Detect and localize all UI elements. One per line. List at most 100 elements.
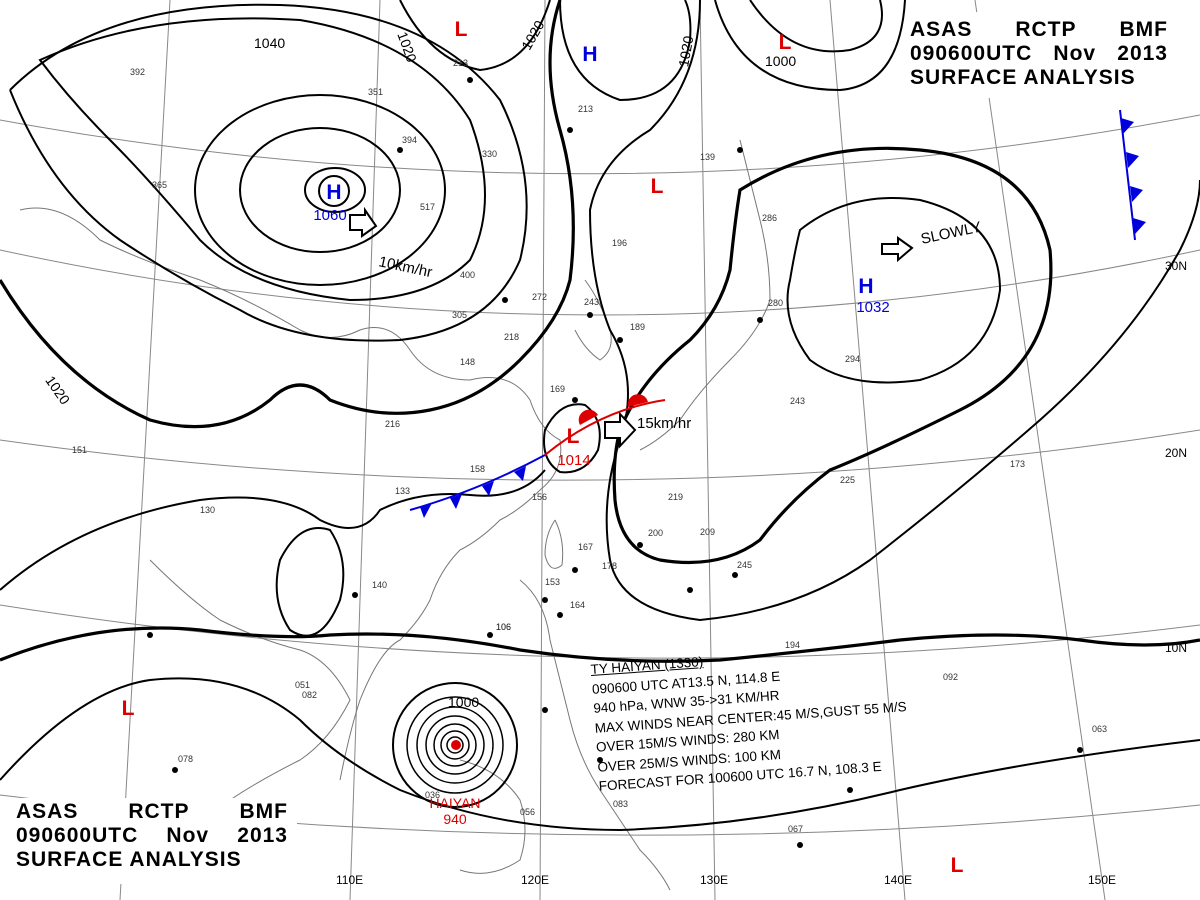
lon-label-110e: 110E (336, 873, 363, 887)
station-dot (397, 147, 403, 153)
station-value: 200 (648, 528, 663, 538)
isobar-label-1000-ty: 1000 (448, 694, 479, 710)
isobar-mid-south (0, 469, 546, 591)
station-value: 400 (460, 270, 475, 280)
high-1032-value: 1032 (856, 299, 889, 316)
isobar-label-1020-c: 1020 (675, 34, 696, 68)
meridian-150e (974, 0, 1106, 900)
isobar-1040 (38, 17, 486, 302)
station-value: 067 (788, 824, 803, 834)
coast-philippines (519, 579, 671, 891)
station-value: 194 (785, 640, 800, 650)
station-value: 351 (368, 87, 383, 97)
station-value: 213 (453, 58, 468, 68)
typhoon-isobar-3 (416, 706, 494, 784)
header-year: 2013 (237, 824, 288, 847)
header-station: RCTP (1015, 18, 1077, 41)
station-value: 056 (520, 807, 535, 817)
isobars (0, 0, 1200, 832)
cold-front-ne-line (1119, 109, 1136, 241)
lon-label-150e: 150E (1088, 873, 1116, 887)
cold-front-barb-1 (420, 503, 432, 518)
station-dot (542, 707, 548, 713)
station-value: 063 (1092, 724, 1107, 734)
isobar-1020-west (0, 0, 575, 429)
station-dot (737, 147, 743, 153)
station-value: 189 (630, 322, 645, 332)
lon-label-120e: 120E (521, 873, 549, 887)
lon-label-140e: 140E (884, 873, 912, 887)
station-value: 365 (152, 180, 167, 190)
station-value: 167 (578, 542, 593, 552)
header-code: BMF (239, 800, 288, 823)
station-value: 216 (385, 419, 400, 429)
typhoon-pressure: 940 (443, 811, 467, 827)
typhoon-info-block: TY HAIYAN (1330) 090600 UTC AT13.5 N, 11… (590, 638, 911, 796)
coord-labels: 30N 20N 10N 110E 120E 130E 140E 150E (336, 259, 1187, 887)
pressure-centers: H 1060 H H 1032 L 1014 L L L L L HAIYAN … (122, 18, 964, 877)
station-value: 148 (460, 357, 475, 367)
header-datetime: 090600UTC (16, 824, 139, 847)
station-value: 082 (302, 690, 317, 700)
isobar-1020-ne (559, 0, 692, 102)
lat-label-10n: 10N (1165, 641, 1187, 655)
isobar-high-2 (239, 127, 401, 253)
motion-label-low-1014: 15km/hr (637, 415, 691, 432)
station-value: 106 (496, 622, 511, 632)
high-1060-value: 1060 (313, 207, 346, 224)
coast-china (19, 207, 562, 781)
station-dot (502, 297, 508, 303)
station-dot (352, 592, 358, 598)
header-bottom-left: ASAS RCTP BMF 090600UTC Nov 2013 SURFACE… (16, 800, 288, 872)
isobar-label-1000-top: 1000 (765, 53, 796, 69)
header-agency: ASAS (16, 800, 79, 823)
high-1060-ring (318, 175, 350, 207)
typhoon-symbol (451, 740, 461, 750)
station-value: 178 (602, 561, 617, 571)
isobar-south-loop (275, 527, 345, 637)
typhoon-center (451, 740, 461, 750)
header-year: 2013 (1117, 42, 1168, 65)
station-dot (687, 587, 693, 593)
station-value: 394 (402, 135, 417, 145)
coast-taiwan (544, 519, 564, 569)
header-top-backing (905, 12, 1185, 98)
cold-front-ne-barb-1 (1121, 118, 1134, 134)
isobar-1020-north (399, 0, 551, 72)
header-bottom-backing (12, 798, 297, 884)
isobar-high-inner (304, 167, 366, 213)
cold-front-barb-4 (514, 466, 526, 481)
station-value: 218 (504, 332, 519, 342)
high-1060-symbol: H (326, 181, 341, 204)
header-month: Nov (166, 824, 210, 847)
header-month: Nov (1053, 42, 1097, 65)
parallel-20n (0, 429, 1200, 481)
isobar-low-1014 (543, 403, 601, 474)
station-value: 305 (452, 310, 467, 320)
station-value: 243 (790, 396, 805, 406)
header-station: RCTP (128, 800, 190, 823)
header-title: SURFACE ANALYSIS (910, 66, 1136, 89)
station-value: 245 (737, 560, 752, 570)
station-dot (542, 597, 548, 603)
station-value: 517 (420, 202, 435, 212)
header-code: BMF (1119, 18, 1168, 41)
station-value: 153 (545, 577, 560, 587)
typhoon-isobar-6 (440, 730, 470, 760)
header-top-right: ASAS RCTP BMF 090600UTC Nov 2013 SURFACE… (910, 18, 1168, 90)
header-agency: ASAS (910, 18, 973, 41)
station-value: 130 (200, 505, 215, 515)
station-dot (572, 567, 578, 573)
station-value: 196 (612, 238, 627, 248)
header-bottom-row-1: ASAS RCTP BMF (16, 800, 288, 824)
high-north-symbol: H (582, 43, 597, 66)
station-value: 139 (700, 152, 715, 162)
station-dot (1077, 747, 1083, 753)
station-value: 294 (845, 354, 860, 364)
cold-front-ne-barb-2 (1126, 152, 1139, 168)
meridian-130e (699, 0, 716, 900)
station-value: 225 (840, 475, 855, 485)
low-ne-symbol: L (779, 31, 792, 54)
isobar-1000-top (749, 0, 883, 53)
